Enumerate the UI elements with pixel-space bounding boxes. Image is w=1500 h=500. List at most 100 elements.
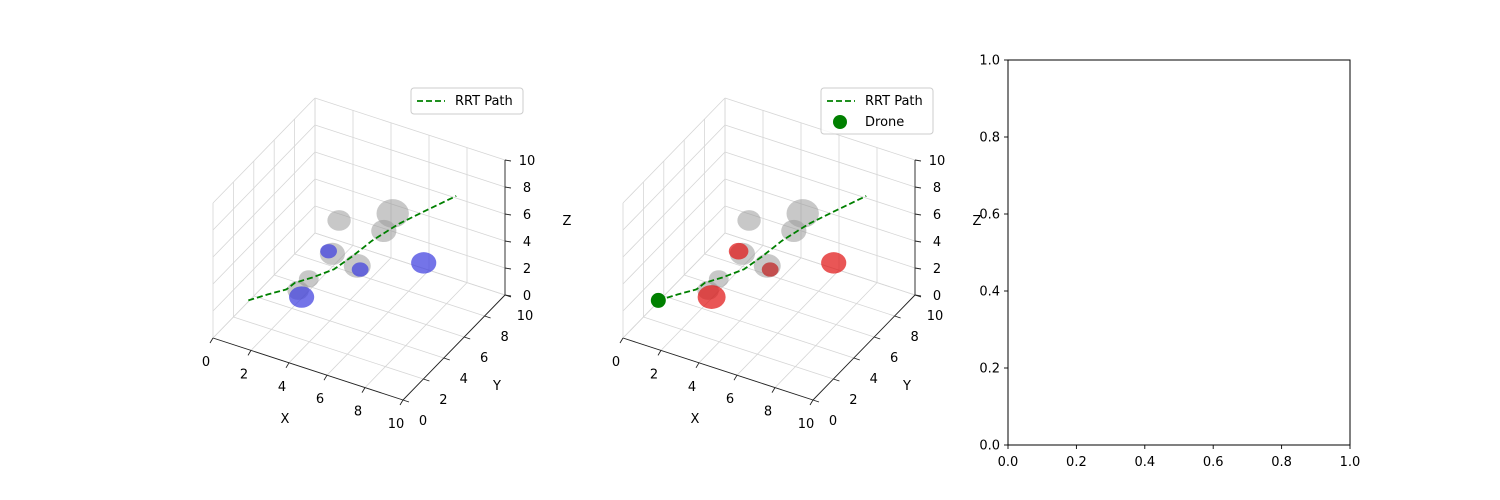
x-tick-label: 10	[388, 417, 405, 432]
side-grid-line	[622, 178, 726, 285]
z-tick-mark	[504, 186, 512, 189]
back-grid-line	[314, 151, 506, 215]
side-grid-line	[212, 178, 316, 285]
y-tick-mark	[853, 357, 860, 361]
x-tick-label: 2	[650, 367, 658, 382]
drone-marker	[650, 292, 666, 308]
y-tick-mark	[833, 378, 840, 382]
y-tick-label: 6	[480, 351, 488, 366]
z-tick-label: 2	[523, 262, 531, 277]
x-tick-label: 0	[612, 355, 620, 370]
floor-grid-line	[643, 316, 834, 380]
y-tick-label: 0.0	[979, 439, 1000, 454]
y-tick-label: 0	[829, 414, 837, 429]
side-grid-line	[622, 151, 726, 258]
back-grid-line	[314, 97, 506, 161]
back-grid-line	[314, 124, 506, 188]
x-tick-label: 10	[798, 417, 815, 432]
back-grid-line	[724, 151, 916, 215]
y-tick-mark	[894, 315, 901, 319]
y-tick-label: 8	[910, 330, 918, 345]
x-axis-line	[212, 337, 404, 401]
x-tick-label: 0.2	[1066, 455, 1087, 470]
side-grid-line	[212, 124, 316, 231]
y-tick-mark	[443, 357, 450, 361]
target-markers	[289, 244, 437, 308]
x-tick-mark	[657, 350, 662, 356]
floor-grid-line	[233, 316, 424, 380]
floor-grid-line	[736, 269, 840, 376]
x-tick-mark	[247, 350, 252, 356]
obstacle-sphere	[786, 199, 819, 228]
z-tick-mark	[504, 240, 512, 243]
side-grid-line	[622, 232, 726, 339]
legend-marker-drone	[833, 115, 847, 129]
rrt-path-series	[650, 195, 867, 308]
floor-grid-line	[253, 295, 444, 359]
x-tick-mark	[733, 374, 738, 381]
x-axis-line	[622, 337, 814, 401]
x-tick-mark	[399, 399, 404, 406]
x-tick-label: 8	[764, 405, 772, 420]
side-grid-line	[212, 232, 316, 339]
y-tick-label: 4	[460, 372, 468, 387]
y-tick-label: 0.2	[979, 362, 1000, 377]
floor-grid-line	[698, 257, 802, 364]
obstacle-sphere	[737, 210, 761, 231]
y-tick-mark	[874, 336, 881, 340]
y-axis-label: Y	[492, 379, 501, 394]
marker-sphere	[761, 262, 779, 277]
marker-sphere	[728, 242, 749, 260]
legend: RRT Path	[410, 87, 524, 115]
x-tick-label: 0.6	[1203, 455, 1224, 470]
y-tick-mark	[402, 399, 410, 403]
y-tick-mark	[423, 378, 430, 382]
floor-grid-line	[314, 232, 506, 296]
marker-sphere	[320, 244, 337, 259]
axes-frame	[1007, 59, 1351, 446]
y-tick-mark	[484, 315, 491, 319]
floor-grid-line	[326, 269, 430, 376]
z-axis-label: Z	[973, 214, 982, 229]
z-tick-mark	[914, 294, 922, 297]
side-grid-line	[622, 97, 726, 204]
y-tick-label: 2	[849, 393, 857, 408]
x-tick-label: 0.8	[1271, 455, 1292, 470]
y-tick-label: 0	[419, 414, 427, 429]
y-tick-mark	[812, 399, 820, 403]
floor-grid-line	[774, 282, 878, 388]
z-tick-mark	[914, 159, 922, 162]
z-tick-label: 0	[523, 289, 531, 304]
y-tick-label: 0.6	[979, 208, 1000, 223]
rrt-path-line	[658, 195, 867, 302]
x-tick-mark	[619, 337, 624, 344]
side-grid-line	[212, 205, 316, 312]
y-tick-label: 1.0	[979, 54, 1000, 69]
floor-grid-line	[724, 232, 916, 296]
y-tick-label: 4	[870, 372, 878, 387]
axes-3d-frame	[212, 97, 506, 401]
y-tick-label: 10	[517, 309, 534, 324]
z-tick-mark	[504, 294, 512, 297]
x-tick-mark	[209, 337, 214, 344]
z-tick-label: 10	[929, 154, 946, 169]
plot-2d-right: 0.0 0.2 0.4 0.6 0.8 1.0 0.0 0.2 0.4 0.6 0.8 1.0	[979, 54, 1360, 471]
z-tick-mark	[914, 186, 922, 189]
obstacle-sphere	[327, 210, 351, 231]
x-tick-label: 6	[316, 392, 324, 407]
y-axis-line	[812, 294, 916, 401]
floor-grid-line	[364, 282, 468, 388]
rrt-path-line	[248, 195, 457, 302]
x-tick-label: 0	[202, 355, 210, 370]
x-tick-mark	[771, 387, 776, 393]
z-tick-label: 2	[933, 262, 941, 277]
y-tick-label: 0.4	[979, 285, 1000, 300]
x-tick-label: 6	[726, 392, 734, 407]
legend-box	[410, 87, 524, 115]
z-axis-label: Z	[563, 214, 572, 229]
x-tick-mark	[323, 374, 328, 381]
z-tick-label: 10	[519, 154, 536, 169]
back-grid-line	[724, 178, 916, 242]
